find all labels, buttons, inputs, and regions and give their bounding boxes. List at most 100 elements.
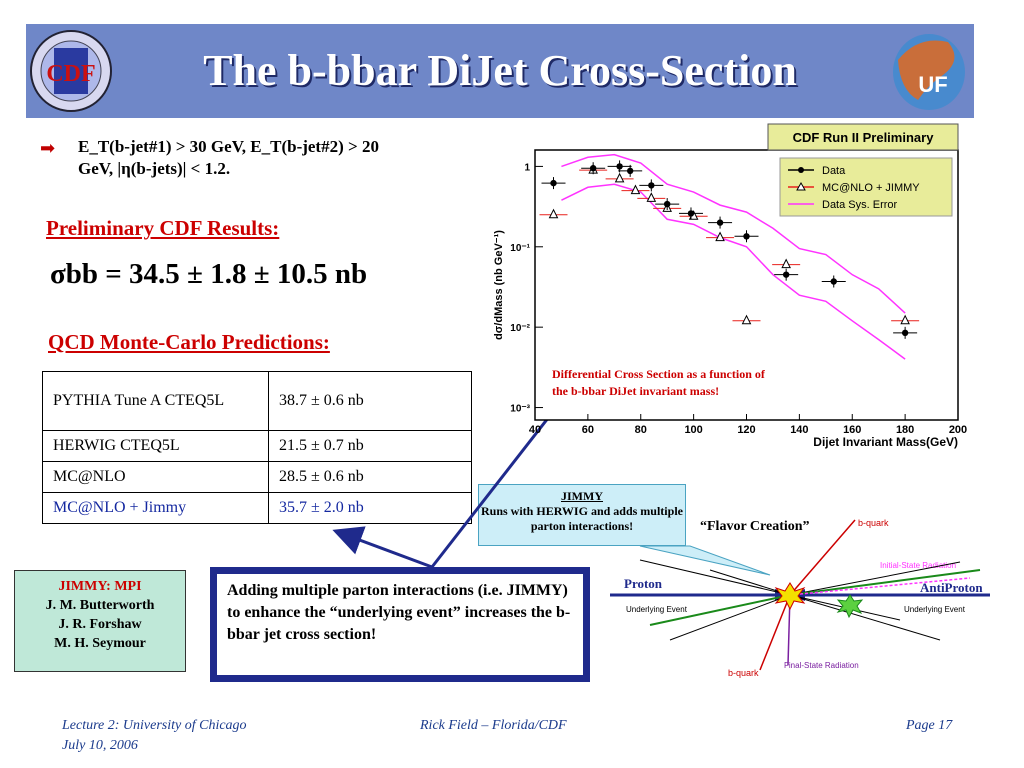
model-name: MC@NLO [42,461,269,493]
x-tick-label: 40 [529,424,541,436]
footer-page: Page 17 [906,718,953,733]
x-axis-label: Dijet Invariant Mass(GeV) [813,435,958,449]
data-point [550,179,557,187]
cuts-line2: GeV, |η(b-jets)| < 1.2. [78,159,231,178]
jimmy-credit-scroll: JIMMY: MPI J. M. Butterworth J. R. Forsh… [14,570,186,672]
cdf-logo-text: CDF [46,61,95,87]
model-value: 21.5 ± 0.7 nb [268,430,472,462]
sys-error-upper-line [561,153,906,314]
footer-date: July 10, 2006 [62,738,138,753]
callout-pointer [639,545,771,576]
x-tick-label: 120 [737,424,755,436]
results-heading: Preliminary CDF Results: [46,216,280,240]
mc-point [646,192,657,202]
chart-annotation-line2: the b-bbar DiJet invariant mass! [552,384,719,398]
antiproton-label: AntiProton [920,580,983,595]
data-point [626,167,634,175]
bbar-quark-track [759,594,791,671]
data-point [716,219,724,226]
legend-marker [796,181,806,191]
footer-lecture: Lecture 2: University of Chicago [62,718,247,733]
data-point [589,164,597,172]
jimmy-callout-text: Runs with HERWIG and adds multiple parto… [481,504,683,533]
data-point [687,210,695,217]
bbar-quark-label: b-quark [728,668,759,678]
chart-title-box [767,123,959,151]
y-tick-label: 10⁻² [510,323,530,334]
x-tick-label: 60 [582,424,594,436]
b-quark-track [789,519,856,596]
uf-logo: UF [893,34,965,110]
sigma-value: σbb = 34.5 ± 1.8 ± 10.5 nb [50,258,368,290]
b-quark-label: b-quark [858,518,889,528]
jimmy-credit-title: JIMMY: MPI [58,579,142,594]
model-value: 28.5 ± 0.6 nb [268,461,472,493]
mc-point [715,231,725,242]
predictions-table: PYTHIA Tune A CTEQ5L 38.7 ± 0.6 nb HERWI… [42,371,472,524]
conclusion-text: Adding multiple parton interactions (i.e… [216,573,584,676]
mc-point [630,184,641,195]
mc-point [548,208,559,219]
mc-point [614,172,625,183]
data-point [663,200,671,208]
arrow-to-table [332,526,433,569]
isr-label: Initial-State Radiation [880,561,956,570]
data-point [648,182,655,189]
title-banner: The b-bbar DiJet Cross-Section [26,24,974,118]
x-tick-label: 180 [896,424,914,436]
legend-label: MC@NLO + JIMMY [822,182,920,194]
jimmy-callout: JIMMY Runs with HERWIG and adds multiple… [478,484,686,546]
legend-label: Data [822,165,846,177]
x-tick-label: 200 [949,424,967,436]
uf-logo-text: UF [918,72,947,97]
proton-label: Proton [624,576,663,591]
predictions-heading: QCD Monte-Carlo Predictions: [48,330,330,354]
isr-track [789,577,971,596]
model-value: 35.7 ± 2.0 nb [268,492,472,524]
data-point [743,233,750,240]
author: J. R. Forshaw [58,617,142,632]
flavor-creation-diagram: “Flavor Creation” b-quark Initial-State … [610,518,990,678]
ue-right-label: Underlying Event [904,605,966,614]
chart-annotation-line1: Differential Cross Section as a function… [552,367,766,381]
ue-left-label: Underlying Event [626,605,688,614]
cross-section-chart: CDF Run II Preliminary 40 60 80 100 120 140 160… [493,123,967,449]
cuts-line1: E_T(b-jet#1) > 30 GeV, E_T(b-jet#2) > 20 [78,137,379,156]
footer-author: Rick Field – Florida/CDF [420,718,567,733]
y-tick-label: 1 [524,162,530,173]
conclusion-box: Adding multiple parton interactions (i.e… [210,567,590,682]
bullet-arrow-icon: ➡ [40,138,56,158]
y-tick-label: 10⁻¹ [510,243,530,254]
x-tick-label: 160 [843,424,861,436]
collision-star-icon [774,582,806,611]
mc-point [781,258,791,269]
green-track [649,594,791,626]
green-track [789,569,981,596]
x-tick-label: 100 [684,424,702,436]
y-tick-label: 10⁻³ [510,404,530,415]
table-row: MC@NLO 28.5 ± 0.6 nb [42,461,472,493]
author: J. M. Butterworth [45,598,155,613]
mc-point [900,314,910,325]
legend-marker [798,167,804,173]
legend-label: Data Sys. Error [822,199,898,211]
cdf-logo: CDF [30,30,112,112]
table-row: HERWIG CTEQ5L 21.5 ± 0.7 nb [42,430,472,462]
sys-error-lower-line [561,183,906,360]
secondary-collision-icon [836,594,864,619]
y-axis-label: dσ/dMass (nb GeV⁻¹) [493,230,505,340]
x-tick-label: 80 [635,424,647,436]
flavor-creation-label: “Flavor Creation” [700,519,810,534]
author: M. H. Seymour [54,636,146,651]
page-title: The b-bbar DiJet Cross-Section [203,46,797,95]
data-point [830,278,837,285]
table-row: MC@NLO + Jimmy 35.7 ± 2.0 nb [42,492,472,524]
jimmy-callout-title: JIMMY [561,489,603,503]
data-point [782,271,790,278]
data-point [616,163,623,170]
chart-title: CDF Run II Preliminary [793,130,935,145]
fsr-label: Final-State Radiation [784,661,859,670]
x-tick-label: 140 [790,424,808,436]
mc-point [741,314,752,325]
selection-cuts: E_T(b-jet#1) > 30 GeV, E_T(b-jet#2) > 20… [78,136,458,180]
